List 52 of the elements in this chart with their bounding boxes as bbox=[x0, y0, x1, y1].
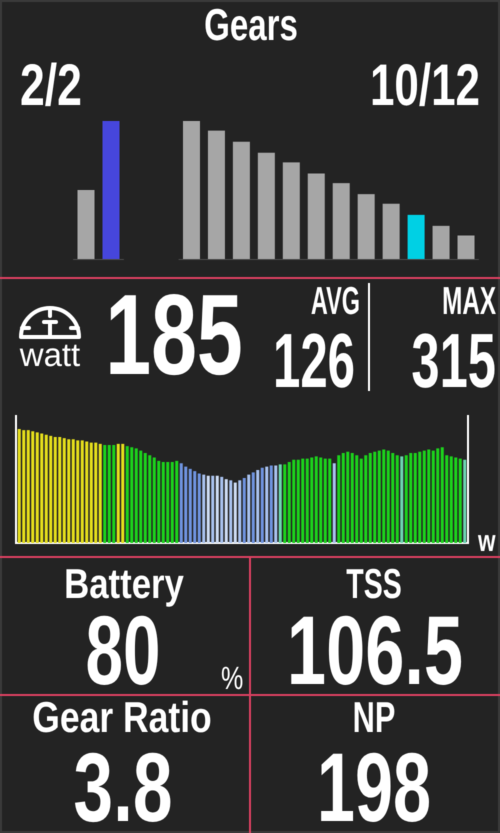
bar bbox=[274, 465, 278, 543]
bar bbox=[121, 444, 124, 543]
text: 198 bbox=[316, 733, 432, 833]
text: 3.8 bbox=[72, 733, 172, 833]
bar bbox=[400, 456, 404, 543]
text: 2/2 bbox=[20, 53, 82, 118]
bar bbox=[202, 474, 206, 543]
bar bbox=[216, 476, 219, 543]
bar bbox=[208, 130, 225, 259]
bar bbox=[234, 482, 237, 543]
bar bbox=[308, 173, 325, 259]
bar bbox=[432, 226, 450, 259]
bar bbox=[358, 194, 375, 259]
bar bbox=[206, 476, 210, 543]
bar bbox=[242, 478, 246, 543]
bar bbox=[282, 162, 300, 259]
bar bbox=[247, 474, 250, 543]
bar bbox=[211, 476, 214, 543]
bar bbox=[98, 444, 102, 543]
bar bbox=[224, 479, 228, 543]
bar bbox=[258, 152, 275, 259]
bar bbox=[265, 466, 268, 543]
bar bbox=[278, 464, 282, 543]
text: Battery bbox=[64, 560, 184, 607]
bar bbox=[396, 455, 399, 543]
bar bbox=[458, 458, 462, 543]
chart-title: Gears bbox=[204, 1, 298, 50]
text: % bbox=[221, 660, 244, 696]
bar bbox=[252, 472, 255, 543]
bar bbox=[220, 476, 224, 543]
bar bbox=[198, 473, 201, 543]
bar bbox=[238, 480, 242, 543]
bar bbox=[458, 236, 475, 259]
bar bbox=[270, 465, 273, 543]
y-axis-title: w bbox=[478, 525, 496, 558]
bar bbox=[382, 204, 400, 259]
bar bbox=[463, 460, 466, 543]
bar bbox=[256, 470, 260, 543]
bar bbox=[260, 468, 264, 543]
bar bbox=[332, 183, 350, 259]
bar bbox=[328, 458, 332, 543]
bar bbox=[232, 142, 250, 259]
bar bbox=[175, 460, 178, 543]
text: 185 bbox=[105, 270, 243, 399]
bar bbox=[408, 214, 425, 259]
bar bbox=[182, 121, 200, 259]
bar bbox=[112, 444, 116, 543]
text: TSS bbox=[346, 560, 402, 607]
bar bbox=[229, 480, 232, 543]
bar bbox=[332, 463, 336, 543]
text: watt bbox=[20, 336, 80, 373]
text: 10/12 bbox=[370, 53, 480, 118]
